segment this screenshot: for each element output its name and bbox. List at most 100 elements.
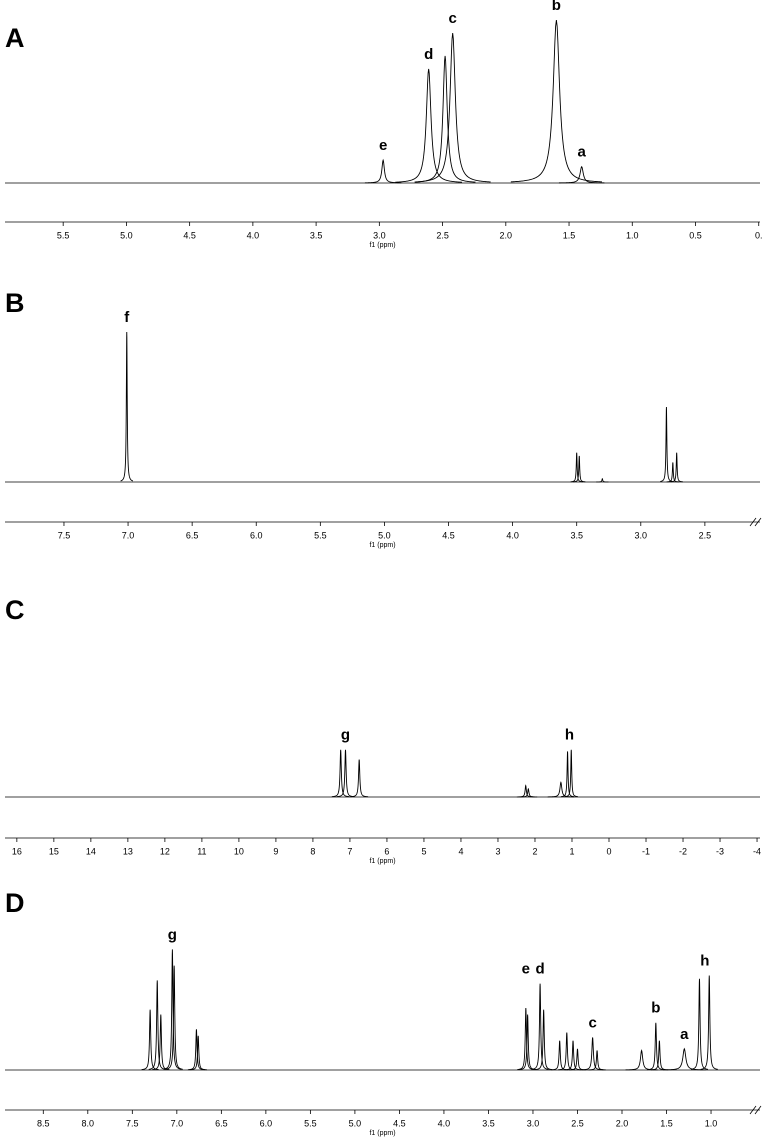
peak <box>647 1022 665 1071</box>
x-tick-label: 4.5 <box>393 1118 406 1128</box>
x-tick-label: 3 <box>495 846 500 856</box>
x-tick-label: 14 <box>86 846 96 856</box>
peak-label: c <box>588 1014 596 1031</box>
peak <box>690 978 709 1070</box>
x-tick-label: 5.0 <box>120 230 133 240</box>
peak-label: d <box>424 46 433 63</box>
peak <box>189 1035 207 1071</box>
x-tick-label: 0.5 <box>689 230 702 240</box>
peak <box>558 165 605 184</box>
x-axis-label: f1 (ppm) <box>369 1130 395 1137</box>
x-tick-label: -4 <box>753 846 761 856</box>
x-tick-label: 8 <box>310 846 315 856</box>
x-tick-label: 2 <box>532 846 537 856</box>
x-tick-label: 8.5 <box>37 1118 50 1128</box>
peak-label: e <box>522 961 530 978</box>
x-tick-label: 5.0 <box>378 530 391 540</box>
peak <box>331 749 350 798</box>
peak-label: g <box>341 727 350 744</box>
x-tick-label: 1.5 <box>563 230 576 240</box>
peak <box>573 455 586 483</box>
x-tick-label: -3 <box>716 846 724 856</box>
x-tick-label: 0. <box>755 230 763 240</box>
x-tick-label: 3.0 <box>373 230 386 240</box>
x-tick-label: 2.5 <box>436 230 449 240</box>
x-tick-label: 10 <box>234 846 244 856</box>
x-tick-label: 5.0 <box>349 1118 362 1128</box>
peak <box>547 781 575 798</box>
peak <box>570 452 583 483</box>
peak <box>120 332 134 482</box>
x-tick-label: 4.5 <box>183 230 196 240</box>
axis-break <box>754 1105 762 1115</box>
peak <box>350 759 369 798</box>
x-tick-label: -1 <box>642 846 650 856</box>
x-tick-label: 3.5 <box>482 1118 495 1128</box>
x-tick-label: 4.0 <box>247 230 260 240</box>
x-tick-label: 6.0 <box>260 1118 273 1128</box>
peak <box>564 749 578 798</box>
peak-label: b <box>552 0 561 14</box>
x-axis-label: f1 (ppm) <box>369 858 395 865</box>
x-tick-label: 1.5 <box>660 1118 673 1128</box>
x-tick-label: 7.5 <box>58 530 71 540</box>
peak-label: e <box>379 137 387 154</box>
peak-label: a <box>680 1026 689 1043</box>
peak <box>531 983 549 1070</box>
peak <box>564 1040 582 1071</box>
x-axis-label: f1 (ppm) <box>369 242 395 249</box>
x-tick-label: 6.5 <box>215 1118 228 1128</box>
x-tick-label: 6 <box>384 846 389 856</box>
x-tick-label: 8.0 <box>82 1118 95 1128</box>
peak <box>163 949 182 1070</box>
x-tick-label: 5.5 <box>57 230 70 240</box>
x-tick-label: 11 <box>197 846 206 856</box>
peak <box>596 478 609 483</box>
peak-label: h <box>565 727 574 744</box>
x-axis-label: f1 (ppm) <box>369 542 395 549</box>
axis-break <box>749 517 757 527</box>
peak <box>519 787 538 798</box>
x-tick-label: 6.0 <box>250 530 263 540</box>
peak <box>395 68 463 183</box>
panel-label: D <box>5 888 25 918</box>
peak <box>414 32 491 183</box>
peak <box>560 751 575 798</box>
peak-label: g <box>168 926 177 943</box>
peak-label: a <box>578 144 587 161</box>
panel-label: A <box>5 23 25 53</box>
peak <box>662 1047 706 1071</box>
x-tick-label: 4.0 <box>506 530 519 540</box>
x-tick-label: 2.0 <box>500 230 513 240</box>
x-tick-label: 16 <box>12 846 22 856</box>
peak <box>660 407 673 482</box>
peak-label: f <box>124 309 130 326</box>
peak <box>414 55 476 183</box>
x-tick-label: 12 <box>160 846 170 856</box>
x-tick-label: 15 <box>49 846 59 856</box>
x-tick-label: 2.5 <box>699 530 712 540</box>
x-tick-label: 5.5 <box>314 530 327 540</box>
panel-label: B <box>5 288 25 318</box>
x-tick-label: 4.5 <box>442 530 455 540</box>
peak <box>364 158 402 184</box>
x-tick-label: 2.5 <box>571 1118 584 1128</box>
peak <box>700 975 718 1070</box>
x-tick-label: 3.5 <box>570 530 583 540</box>
x-tick-label: 2.0 <box>616 1118 629 1128</box>
x-tick-label: 5 <box>421 846 426 856</box>
axis-break <box>749 1105 757 1115</box>
peak <box>666 462 680 483</box>
peak <box>510 19 602 183</box>
peak-label: b <box>651 1000 660 1017</box>
panel-label: C <box>5 595 25 625</box>
peak <box>588 1050 606 1071</box>
peak <box>581 1037 604 1071</box>
x-tick-label: 3.5 <box>310 230 323 240</box>
x-tick-label: 1 <box>569 846 574 856</box>
x-tick-label: 13 <box>123 846 133 856</box>
axis-break <box>754 517 762 527</box>
x-tick-label: 4 <box>458 846 463 856</box>
x-tick-label: 7.0 <box>171 1118 184 1128</box>
